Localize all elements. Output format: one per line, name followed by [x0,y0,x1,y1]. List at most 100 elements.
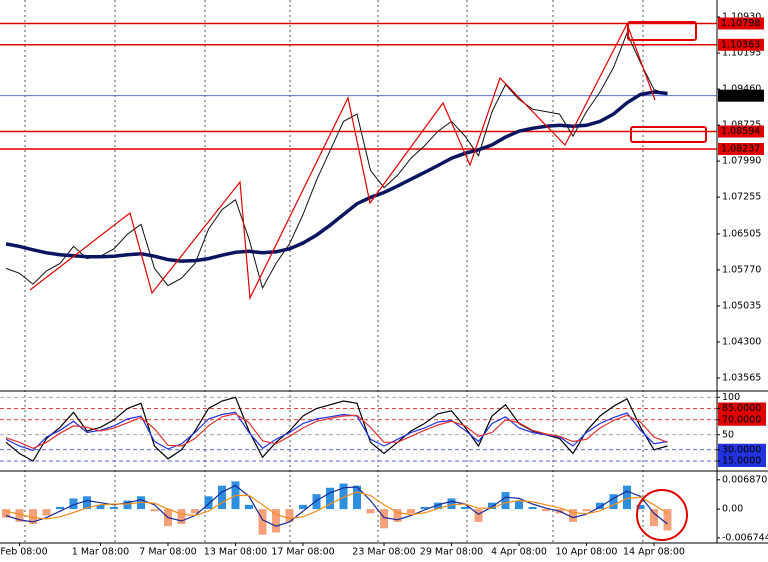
x-tick-label: 14 Apr 08:00 [623,547,685,558]
histogram-bar [420,506,429,510]
price-label-bg [718,89,764,102]
histogram-bar [29,509,37,525]
series-line [5,396,668,462]
histogram-bar [528,506,537,510]
histogram-bar [191,509,199,514]
histogram-bar [407,509,415,514]
price-label-bg [718,17,764,30]
histogram-bar [623,485,631,510]
histogram-bar [366,509,375,514]
tick-label-bg [718,402,766,415]
plots: 1.10930 1.10195 1.09460 1.08725 1.07990 1.072… [0,12,768,558]
vertical-grid [24,0,644,543]
histogram-bar [636,504,645,510]
histogram-bar [474,509,483,522]
histogram-bar [393,509,402,522]
histogram-bar [218,485,226,510]
y-tick-label: 1.05770 [722,264,761,275]
histogram-bar [150,509,159,512]
histogram-bar [312,494,321,510]
histogram-bar [15,509,24,522]
tick-label-bg [718,413,766,426]
y-tick-label: 1.07255 [722,192,761,203]
y-tick-label: 1.08725 [722,120,761,131]
histogram-bar [42,509,51,516]
y-tick-label: 1.05035 [722,300,761,311]
histogram-bar [272,509,280,533]
annotation-circle [636,489,688,541]
histogram-bar [663,509,672,531]
y-tick-label: 30.0000 [722,444,761,455]
histogram-bar [569,509,577,522]
x-tick-label: 13 Mar 08:00 [204,547,267,558]
y-tick-label: 0.00 [722,504,743,515]
y-tick-label: 1.10930 [722,12,761,23]
x-tick-label: 17 Mar 08:00 [271,547,334,558]
x-tick-label: 3 Feb 08:00 [0,547,48,558]
y-tick-label: 1.03565 [722,372,761,383]
y-tick-label: 1.07990 [722,156,761,167]
price-label: 1.08237 [721,144,760,155]
histogram-bar [542,509,550,512]
histogram-bar [501,492,510,510]
x-tick-label: 7 Mar 08:00 [139,547,196,558]
y-tick-label: 15.0000 [722,456,761,467]
y-tick-label: 100 [722,392,740,403]
y-tick-label: -0.0067446 [722,532,768,543]
histogram-bar [339,483,348,510]
series-line [5,31,668,290]
x-tick-label: 1 Mar 08:00 [72,547,129,558]
series-line [5,491,668,520]
price-label: 1.10798 [721,18,760,29]
histogram-bar [110,506,118,510]
histogram-bar [285,509,294,522]
histogram-bar [488,502,496,510]
y-tick-label: 1.09460 [722,84,761,95]
histogram-bar [596,502,604,510]
histogram-bar [582,509,591,512]
histogram-bar [299,504,307,510]
histogram-bar [177,509,186,525]
histogram-bar [96,504,105,510]
histogram-bar [2,509,10,518]
series-line [5,413,668,449]
histogram-bar [353,485,361,510]
histogram-bar [515,500,523,510]
tick-label-bg [718,455,766,467]
price-label-bg [718,143,764,156]
histogram-bar [245,504,253,510]
price-label: 1.10363 [721,39,760,50]
y-tick-label: 50 [722,429,734,440]
histogram-bar [326,487,334,510]
series-line [5,411,668,452]
histogram-bar [447,498,456,510]
histogram-bar [609,494,618,510]
histogram-bar [69,498,78,510]
histogram-bar [56,506,64,510]
price-label-bg [718,125,764,138]
y-tick-label: 70.0000 [722,414,761,425]
histogram-bar [461,506,469,510]
y-tick-label: 85.0000 [722,403,761,414]
x-tick-label: 4 Apr 08:00 [491,547,547,558]
series-line [5,90,668,263]
price-label: 1.09325 [721,90,760,101]
y-tick-label: 1.06505 [722,228,761,239]
x-tick-label: 23 Mar 08:00 [352,547,415,558]
y-tick-label: 0.0068709 [722,474,768,485]
annotation-box [630,126,707,143]
x-tick-label: 10 Apr 08:00 [556,547,618,558]
price-label-bg [718,38,764,51]
annotation-box [627,21,697,41]
x-tick-label: 29 Mar 08:00 [420,547,483,558]
histogram-bar [258,509,267,535]
histogram-bar [434,502,442,510]
y-tick-label: 1.10195 [722,48,761,59]
histogram-bar [123,500,132,510]
y-tick-label: 1.04300 [722,336,761,347]
price-label: 1.08594 [721,126,760,137]
histogram-bar [204,496,213,510]
tick-label-bg [718,443,766,456]
zigzag [29,22,656,301]
